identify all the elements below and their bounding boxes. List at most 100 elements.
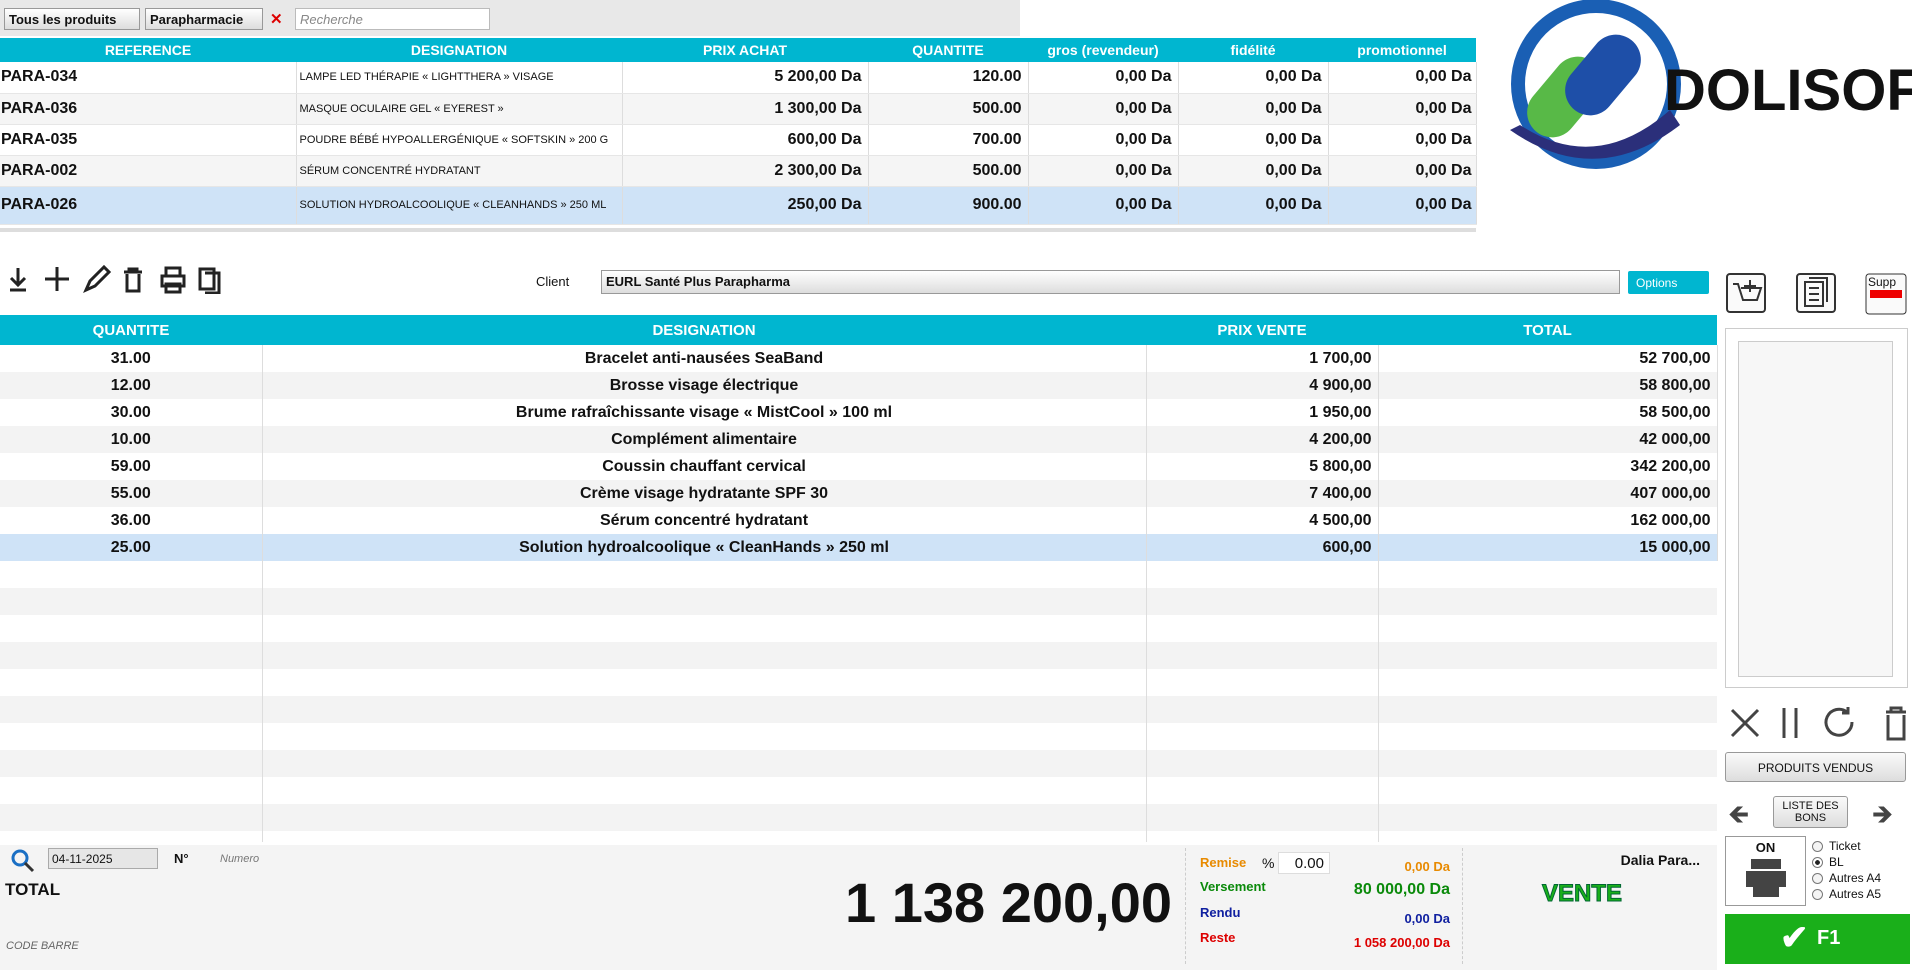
print-option[interactable]: Autres A4	[1812, 870, 1912, 886]
product-cell: 120.00	[868, 62, 1029, 94]
trash-button[interactable]	[1886, 706, 1906, 741]
cart-cell: Bracelet anti-nausées SeaBand	[262, 345, 1147, 372]
delete-icon[interactable]	[124, 267, 142, 293]
product-cell: 0,00 Da	[1178, 124, 1329, 156]
cancel-button[interactable]	[1730, 708, 1760, 738]
next-button[interactable]: 🡺	[1872, 799, 1894, 829]
product-row[interactable]: PARA-034 LAMPE LED THÉRAPIE « LIGHTTHERA …	[0, 62, 1477, 94]
sidebar-panel	[1725, 328, 1908, 688]
column-header[interactable]: QUANTITE	[868, 38, 1028, 62]
column-header[interactable]: gros (revendeur)	[1028, 38, 1178, 62]
product-row[interactable]: PARA-002 SÉRUM CONCENTRÉ HYDRATANT 2 300,0…	[0, 155, 1477, 187]
logo-hand	[1510, 110, 1680, 159]
print-option-label: Autres A5	[1829, 887, 1882, 901]
sold-products-button[interactable]: PRODUITS VENDUS	[1725, 752, 1906, 782]
footer	[0, 845, 1717, 970]
copy-icon[interactable]	[198, 267, 221, 294]
column-header: QUANTITE	[0, 315, 262, 345]
column-header[interactable]: promotionnel	[1328, 38, 1476, 62]
cart-row[interactable]: 36.00 Sérum concentré hydratant 4 500,00 16…	[0, 507, 1718, 534]
date-input[interactable]: 04-11-2025	[48, 848, 158, 869]
supp-bar	[1870, 290, 1902, 298]
product-cell: 600,00 Da	[622, 124, 869, 156]
edit-icon[interactable]	[83, 264, 112, 293]
product-row[interactable]: PARA-026 SOLUTION HYDROALCOOLIQUE « CLEAN…	[0, 186, 1477, 225]
cart-cell: 30.00	[0, 399, 263, 426]
add-icon[interactable]	[45, 267, 69, 291]
print-options: Ticket BL Autres A4 Autres A5	[1812, 838, 1912, 902]
product-cell: 0,00 Da	[1028, 186, 1179, 225]
cart-cell: Coussin chauffant cervical	[262, 453, 1147, 480]
print-option-label: BL	[1829, 855, 1844, 869]
column-header[interactable]: fidélité	[1178, 38, 1328, 62]
cart-cell: Solution hydroalcoolique « CleanHands » …	[262, 534, 1147, 561]
product-row[interactable]: PARA-035 POUDRE BÉBÉ HYPOALLERGÉNIQUE « S…	[0, 124, 1477, 156]
product-cell: 0,00 Da	[1178, 93, 1329, 125]
radio[interactable]	[1812, 856, 1823, 868]
print-option[interactable]: BL	[1812, 854, 1912, 870]
product-table: REFERENCE DESIGNATION PRIX ACHAT QUANTITE gr…	[0, 38, 1477, 225]
product-cell: 1 300,00 Da	[622, 93, 869, 125]
options-button[interactable]: Options	[1628, 271, 1709, 294]
reste-label: Reste	[1200, 930, 1236, 945]
category-select[interactable]: Tous les produits	[4, 8, 140, 30]
column-header: PRIX VENTE	[1146, 315, 1378, 345]
product-cell: 0,00 Da	[1028, 124, 1179, 156]
clear-filter[interactable]: ✕	[270, 11, 283, 28]
product-cell: PARA-002	[0, 155, 297, 187]
pause-button[interactable]	[1782, 708, 1798, 738]
search-date-icon[interactable]	[10, 848, 36, 874]
product-cell: PARA-026	[0, 186, 297, 225]
printer-toggle[interactable]: ON	[1725, 836, 1806, 906]
search-input[interactable]: Recherche	[295, 8, 490, 30]
cart-cell: 15 000,00	[1378, 534, 1718, 561]
validate-button[interactable]: ✔ F1	[1725, 914, 1910, 964]
prev-button[interactable]: 🡸	[1728, 799, 1750, 829]
radio[interactable]	[1812, 888, 1823, 900]
cart-cell: 42 000,00	[1378, 426, 1718, 453]
product-cell: PARA-034	[0, 62, 297, 94]
product-cell: 0,00 Da	[1178, 62, 1329, 94]
client-select[interactable]: EURL Santé Plus Parapharma	[601, 270, 1620, 294]
cart-row[interactable]: 59.00 Coussin chauffant cervical 5 800,00 3…	[0, 453, 1718, 480]
product-cell: 5 200,00 Da	[622, 62, 869, 94]
product-cell: 0,00 Da	[1028, 155, 1179, 187]
column-header[interactable]: REFERENCE	[0, 38, 296, 62]
cart-row[interactable]: 55.00 Crème visage hydratante SPF 30 7 400…	[0, 480, 1718, 507]
versement-label: Versement	[1200, 879, 1266, 894]
print-option[interactable]: Autres A5	[1812, 886, 1912, 902]
column-header[interactable]: PRIX ACHAT	[622, 38, 868, 62]
cart-cell: 10.00	[0, 426, 263, 453]
product-cell: 0,00 Da	[1328, 93, 1477, 125]
refresh-button[interactable]	[1824, 707, 1854, 737]
print-option[interactable]: Ticket	[1812, 838, 1912, 854]
splitter[interactable]	[0, 228, 1476, 232]
radio[interactable]	[1812, 872, 1823, 884]
download-icon[interactable]	[9, 268, 27, 292]
cart-row[interactable]: 12.00 Brosse visage électrique 4 900,00 58 …	[0, 372, 1718, 399]
cart-cell: 4 900,00	[1146, 372, 1379, 399]
cart-row[interactable]: 30.00 Brume rafraîchissante visage « Mist…	[0, 399, 1718, 426]
bons-list-button[interactable]: LISTE DES BONS	[1773, 796, 1848, 828]
product-row[interactable]: PARA-036 MASQUE OCULAIRE GEL « EYEREST » 1…	[0, 93, 1477, 125]
number-input[interactable]: Numero	[220, 853, 260, 865]
column-header[interactable]: DESIGNATION	[296, 38, 622, 62]
radio[interactable]	[1812, 840, 1823, 852]
cart-cell: 31.00	[0, 345, 263, 372]
family-select[interactable]: Parapharmacie	[145, 8, 263, 30]
cart-cell: 52 700,00	[1378, 345, 1718, 372]
remise-input[interactable]: 0.00	[1278, 852, 1330, 874]
cart-row[interactable]: 25.00 Solution hydroalcoolique « CleanHan…	[0, 534, 1718, 561]
cart-row[interactable]: 31.00 Bracelet anti-nausées SeaBand 1 700,…	[0, 345, 1718, 372]
cart-cell: 4 200,00	[1146, 426, 1379, 453]
printer-label: ON	[1755, 840, 1776, 855]
cart-cell: 55.00	[0, 480, 263, 507]
mode-label: VENTE	[1541, 880, 1623, 908]
product-cell: POUDRE BÉBÉ HYPOALLERGÉNIQUE « SOFTSKIN …	[296, 124, 623, 156]
print-icon[interactable]	[160, 266, 186, 294]
cart-row[interactable]: 10.00 Complément alimentaire 4 200,00 42 00…	[0, 426, 1718, 453]
cart-cell: Brume rafraîchissante visage « MistCool …	[262, 399, 1147, 426]
product-cell: 0,00 Da	[1328, 186, 1477, 225]
cart-cell: 58 500,00	[1378, 399, 1718, 426]
product-cell: 2 300,00 Da	[622, 155, 869, 187]
